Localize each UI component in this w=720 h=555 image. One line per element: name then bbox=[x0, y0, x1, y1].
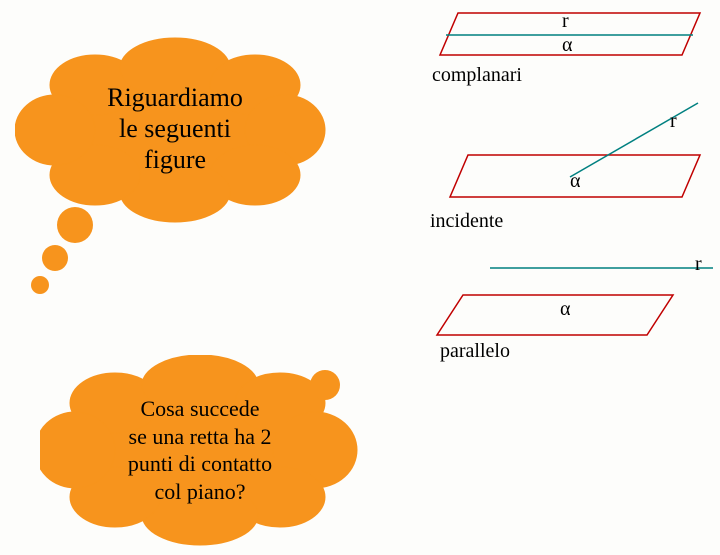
fig2-alpha-label: α bbox=[570, 170, 580, 193]
bubble1-text: Riguardiamo le seguenti figure bbox=[60, 82, 290, 176]
figure-parallelo bbox=[415, 240, 715, 345]
fig1-r-label: r bbox=[562, 10, 569, 33]
fig3-caption: parallelo bbox=[440, 340, 510, 363]
bubble1-line2: le seguenti bbox=[60, 113, 290, 144]
bubble1-line1: Riguardiamo bbox=[60, 82, 290, 113]
bubble2-line3: punti di contatto bbox=[70, 450, 330, 478]
bubble1-line3: figure bbox=[60, 144, 290, 175]
fig1-alpha-label: α bbox=[562, 34, 572, 57]
fig3-r-label: r bbox=[695, 253, 702, 276]
bubble2-text: Cosa succede se una retta ha 2 punti di … bbox=[70, 395, 330, 505]
fig2-r-label: r bbox=[670, 110, 677, 133]
bubble2-line1: Cosa succede bbox=[70, 395, 330, 423]
fig2-caption: incidente bbox=[430, 210, 503, 233]
bubble2-line4: col piano? bbox=[70, 478, 330, 506]
fig3-alpha-label: α bbox=[560, 298, 570, 321]
fig1-caption: complanari bbox=[432, 64, 522, 87]
bubble2-line2: se una retta ha 2 bbox=[70, 423, 330, 451]
